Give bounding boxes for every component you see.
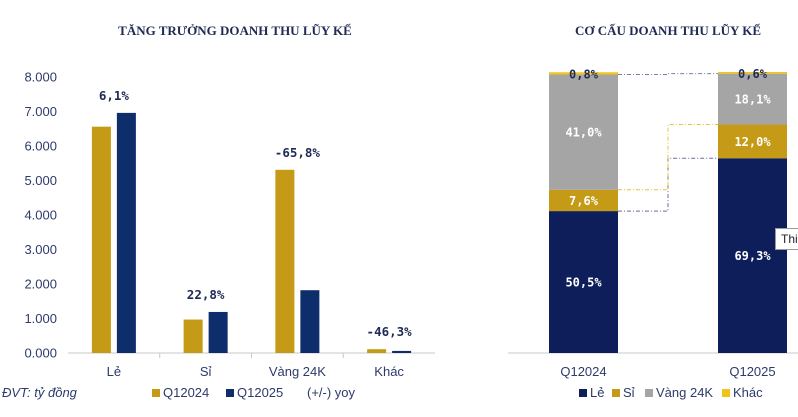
hover-tooltip: Thi	[775, 228, 798, 250]
structure-chart: 50,5% 7,6% 41,0% 0,8% Q12024 69,3% 12,0% 18,1% 0…	[508, 67, 798, 379]
segment-label: 18,1%	[734, 93, 771, 107]
legend-label-khac: Khác	[733, 385, 763, 400]
yoy-label: 6,1%	[99, 88, 130, 103]
segment-1-q12025	[718, 124, 787, 159]
yoy-label: 22,8%	[187, 287, 225, 302]
connector-line	[618, 157, 718, 212]
segment-1-q12024	[549, 189, 618, 212]
bar-q12024-3	[367, 349, 387, 353]
segment-label: 50,5%	[565, 276, 602, 290]
yoy-label: -46,3%	[367, 324, 413, 339]
segment-label: 7,6%	[569, 194, 599, 208]
bar-q12025-2	[300, 290, 320, 353]
segment-label: 12,0%	[734, 135, 771, 149]
x-category-label: Khác	[374, 364, 404, 379]
legend-label-q12024: Q12024	[163, 385, 209, 400]
legend-swatch-le	[579, 389, 587, 397]
y-tick-label: 0.000	[24, 346, 57, 361]
growth-chart: 0.000 1.000 2.000 3.000 4.000 5.000 6.000 7.000…	[24, 70, 435, 379]
segment-2-q12025	[718, 73, 787, 125]
legend-swatch-khac	[722, 389, 730, 397]
legend-label-yoy: (+/-) yoy	[307, 385, 356, 400]
y-tick-label: 2.000	[24, 277, 57, 292]
bar-q12024-0	[91, 126, 111, 354]
legend-label-q12025: Q12025	[237, 385, 283, 400]
segment-2-q12024	[549, 74, 618, 190]
y-tick-label: 4.000	[24, 208, 57, 223]
legend-swatch-si	[612, 389, 620, 397]
bar-q12024-1	[183, 319, 203, 353]
bar-q12025-1	[208, 311, 228, 353]
y-tick-label: 7.000	[24, 104, 57, 119]
segment-label: 0,6%	[738, 67, 768, 81]
segment-3-q12024	[549, 72, 618, 75]
x-category-label: Vàng 24K	[269, 364, 326, 379]
x-category-label: Lẻ	[107, 364, 121, 379]
legend-label-vang: Vàng 24K	[656, 385, 713, 400]
legend-label-le: Lẻ	[590, 385, 604, 400]
x-category-label: Q12024	[560, 364, 606, 379]
bar-q12024-2	[275, 169, 295, 353]
y-tick-label: 1.000	[24, 311, 57, 326]
bar-q12025-0	[116, 112, 136, 353]
connector-line	[618, 124, 718, 191]
x-category-label: Sỉ	[200, 364, 212, 379]
segment-label: 41,0%	[565, 126, 602, 140]
connector-line	[618, 73, 718, 76]
x-category-label: Q12025	[729, 364, 775, 379]
segment-label: 69,3%	[734, 249, 771, 263]
y-tick-label: 3.000	[24, 242, 57, 257]
y-tick-label: 8.000	[24, 70, 57, 85]
structure-chart-title: CƠ CẤU DOANH THU LŨY KẾ	[575, 23, 761, 38]
unit-note: ĐVT: tỷ đồng	[2, 385, 78, 400]
y-tick-label: 5.000	[24, 173, 57, 188]
y-tick-label: 6.000	[24, 139, 57, 154]
legend-swatch-q12025	[226, 389, 234, 397]
growth-chart-title: TĂNG TRƯỞNG DOANH THU LŨY KẾ	[118, 23, 352, 38]
legend-swatch-vang	[645, 389, 653, 397]
segment-label: 0,8%	[569, 67, 599, 81]
yoy-label: -65,8%	[275, 145, 321, 160]
bar-q12025-3	[392, 350, 412, 353]
legend-swatch-q12024	[152, 389, 160, 397]
segment-0-q12024	[549, 211, 618, 353]
segment-0-q12025	[718, 158, 787, 353]
legend-label-si: Sỉ	[623, 385, 635, 400]
segment-3-q12025	[718, 72, 787, 74]
growth-legend: Q12024 Q12025 (+/-) yoy	[152, 385, 356, 400]
structure-legend: Lẻ Sỉ Vàng 24K Khác	[579, 385, 763, 400]
